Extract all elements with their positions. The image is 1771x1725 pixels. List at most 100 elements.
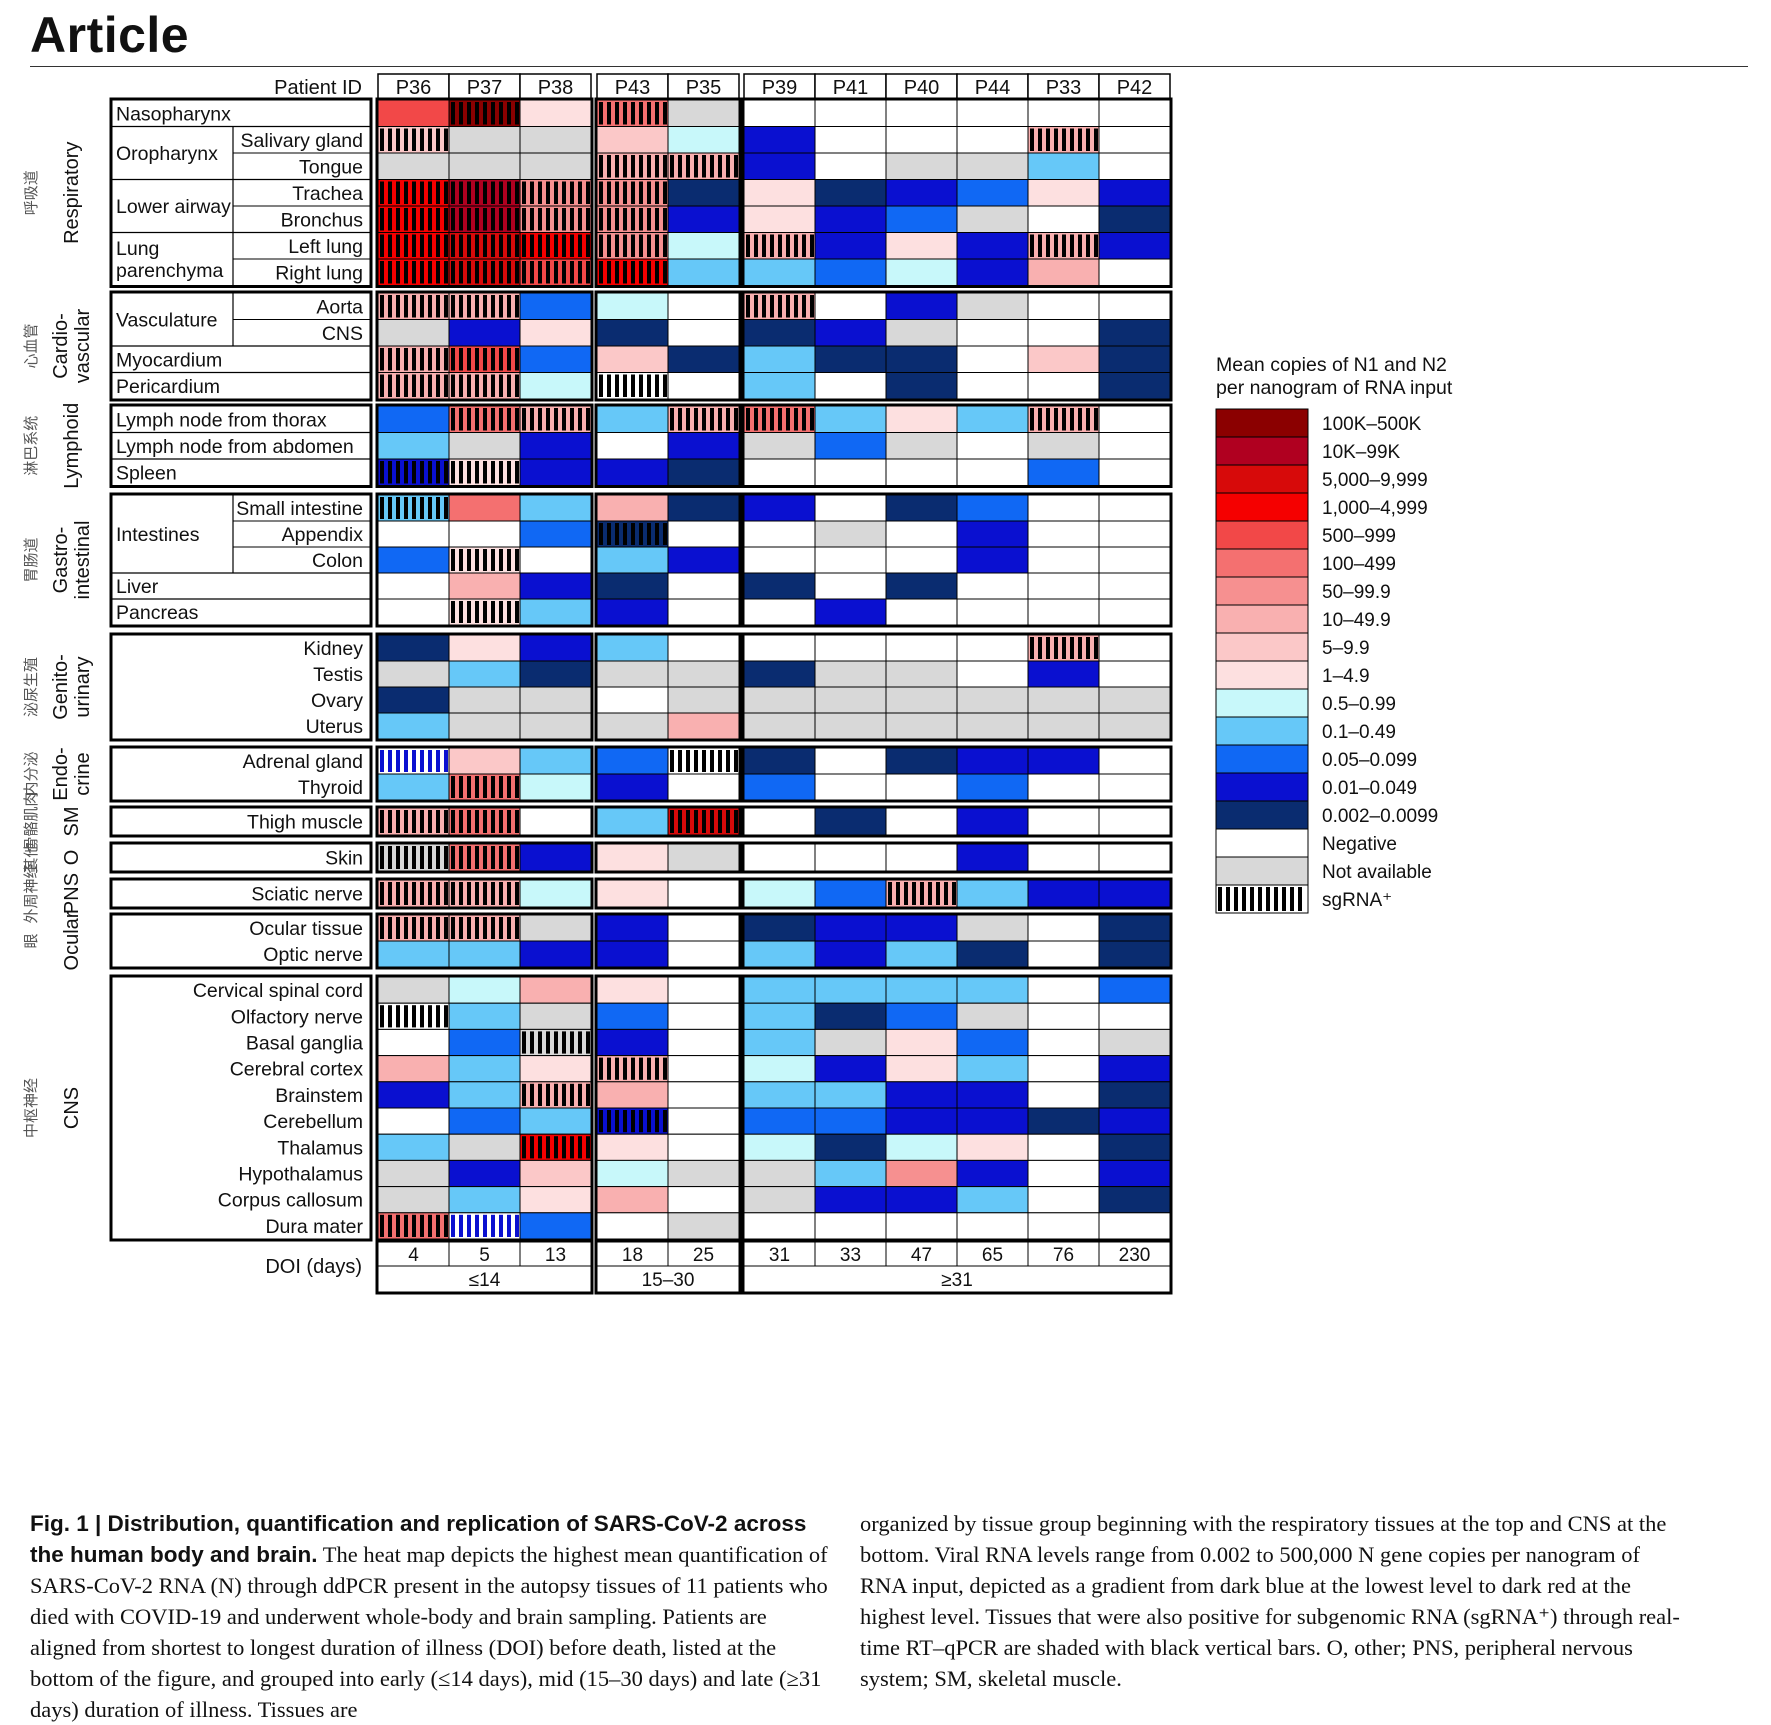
heatmap-cell xyxy=(814,1055,887,1083)
sgrna-hatch xyxy=(515,348,519,371)
sgrna-hatch xyxy=(794,408,798,431)
category-label: PNS xyxy=(61,873,83,914)
heatmap-cell xyxy=(596,807,669,836)
patient-id-P42: P42 xyxy=(1117,77,1153,99)
heatmap-cell xyxy=(448,976,521,1004)
heatmap-cell xyxy=(596,494,669,522)
sgrna-hatch xyxy=(607,261,611,284)
sgrna-hatch xyxy=(444,181,448,204)
heatmap-cell xyxy=(667,179,740,207)
category-label-cn: 胃肠道 xyxy=(22,537,40,582)
tissue-group-label: Pancreas xyxy=(116,602,199,624)
heatmap-cell xyxy=(667,598,740,626)
heatmap-cell xyxy=(1098,179,1171,207)
heatmap-cell xyxy=(377,1028,450,1057)
heatmap-cell xyxy=(519,660,592,688)
sgrna-hatch xyxy=(459,295,463,318)
tissue-label: Aorta xyxy=(316,296,363,318)
heatmap-cell xyxy=(519,879,592,908)
sgrna-hatch xyxy=(746,295,750,318)
legend-swatch xyxy=(1215,688,1309,718)
sgrna-hatch xyxy=(647,523,651,545)
sgrna-hatch xyxy=(475,776,479,798)
sgrna-hatch xyxy=(562,1083,566,1106)
legend-label: 0.01–0.049 xyxy=(1322,778,1417,799)
doi-cell xyxy=(596,1241,669,1267)
sgrna-hatch xyxy=(388,497,392,519)
sgrna-hatch xyxy=(483,102,487,125)
legend-hatch-bar xyxy=(1234,887,1238,911)
sgrna-hatch xyxy=(491,882,495,905)
sgrna-hatch xyxy=(404,1214,408,1237)
tissue-label: Trachea xyxy=(292,183,363,205)
tissue-label: Brainstem xyxy=(275,1085,363,1107)
sgrna-hatch xyxy=(515,846,519,869)
sgrna-hatch xyxy=(623,1057,627,1080)
sgrna-hatch xyxy=(412,461,416,484)
tissue-label: Sciatic nerve xyxy=(251,884,363,906)
heatmap-cell xyxy=(885,1107,958,1135)
sgrna-hatch xyxy=(623,102,627,125)
sgrna-hatch xyxy=(1030,637,1034,659)
heatmap-cell xyxy=(814,976,887,1004)
sgrna-hatch xyxy=(615,234,619,257)
sgrna-hatch xyxy=(647,181,651,204)
doi-value: 31 xyxy=(769,1245,790,1266)
heatmap-cell xyxy=(885,126,958,154)
sgrna-hatch xyxy=(1078,637,1082,659)
legend-hatch-bar xyxy=(1274,887,1278,911)
sgrna-hatch xyxy=(436,1214,440,1237)
sgrna-hatch xyxy=(436,128,440,151)
sgrna-hatch xyxy=(554,208,558,231)
heatmap-cell xyxy=(377,976,450,1004)
sgrna-hatch xyxy=(436,497,440,519)
heatmap-cell xyxy=(956,126,1029,154)
sgrna-hatch xyxy=(670,155,674,178)
heatmap-cell xyxy=(667,660,740,688)
sgrna-hatch xyxy=(507,374,511,397)
sgrna-hatch xyxy=(380,1005,384,1028)
sgrna-hatch xyxy=(770,234,774,257)
legend-hatch-bar xyxy=(1258,887,1262,911)
heatmap-cell xyxy=(743,99,816,127)
sgrna-hatch xyxy=(515,810,519,833)
sgrna-hatch xyxy=(420,810,424,833)
figure-caption-right: organized by tissue group beginning with… xyxy=(860,1511,1680,1691)
heatmap-cell xyxy=(596,773,669,801)
heatmap-cell xyxy=(1098,258,1171,286)
heatmap-cell xyxy=(377,686,450,714)
sgrna-hatch xyxy=(380,374,384,397)
heatmap-cell xyxy=(448,1107,521,1135)
sgrna-hatch xyxy=(491,408,495,431)
heatmap-cell xyxy=(885,258,958,286)
sgrna-hatch xyxy=(778,408,782,431)
legend-label: sgRNA⁺ xyxy=(1322,890,1392,911)
sgrna-hatch xyxy=(412,917,416,939)
doi-value: 65 xyxy=(982,1245,1003,1266)
sgrna-hatch xyxy=(404,461,408,484)
heatmap-cell xyxy=(743,976,816,1004)
sgrna-hatch xyxy=(491,810,495,833)
sgrna-hatch xyxy=(380,348,384,371)
sgrna-hatch xyxy=(451,549,455,571)
heatmap-cell xyxy=(377,598,450,626)
heatmap-cell xyxy=(667,292,740,320)
legend-hatch-bar xyxy=(1226,887,1230,911)
heatmap-cell xyxy=(667,258,740,286)
heatmap-cell xyxy=(377,660,450,688)
heatmap-cell xyxy=(885,179,958,207)
sgrna-hatch xyxy=(515,181,519,204)
heatmap-cell xyxy=(814,405,887,433)
heatmap-cell xyxy=(743,879,816,908)
sgrna-hatch xyxy=(515,882,519,905)
sgrna-hatch xyxy=(459,408,463,431)
sgrna-hatch xyxy=(412,810,416,833)
patient-header-cell xyxy=(596,73,669,101)
doi-value: 25 xyxy=(693,1245,714,1266)
heatmap-cell xyxy=(667,1081,740,1109)
sgrna-hatch xyxy=(615,1110,619,1133)
sgrna-hatch xyxy=(412,128,416,151)
sgrna-hatch xyxy=(1094,637,1098,659)
heatmap-cell xyxy=(1098,205,1171,233)
heatmap-cell xyxy=(885,1186,958,1214)
